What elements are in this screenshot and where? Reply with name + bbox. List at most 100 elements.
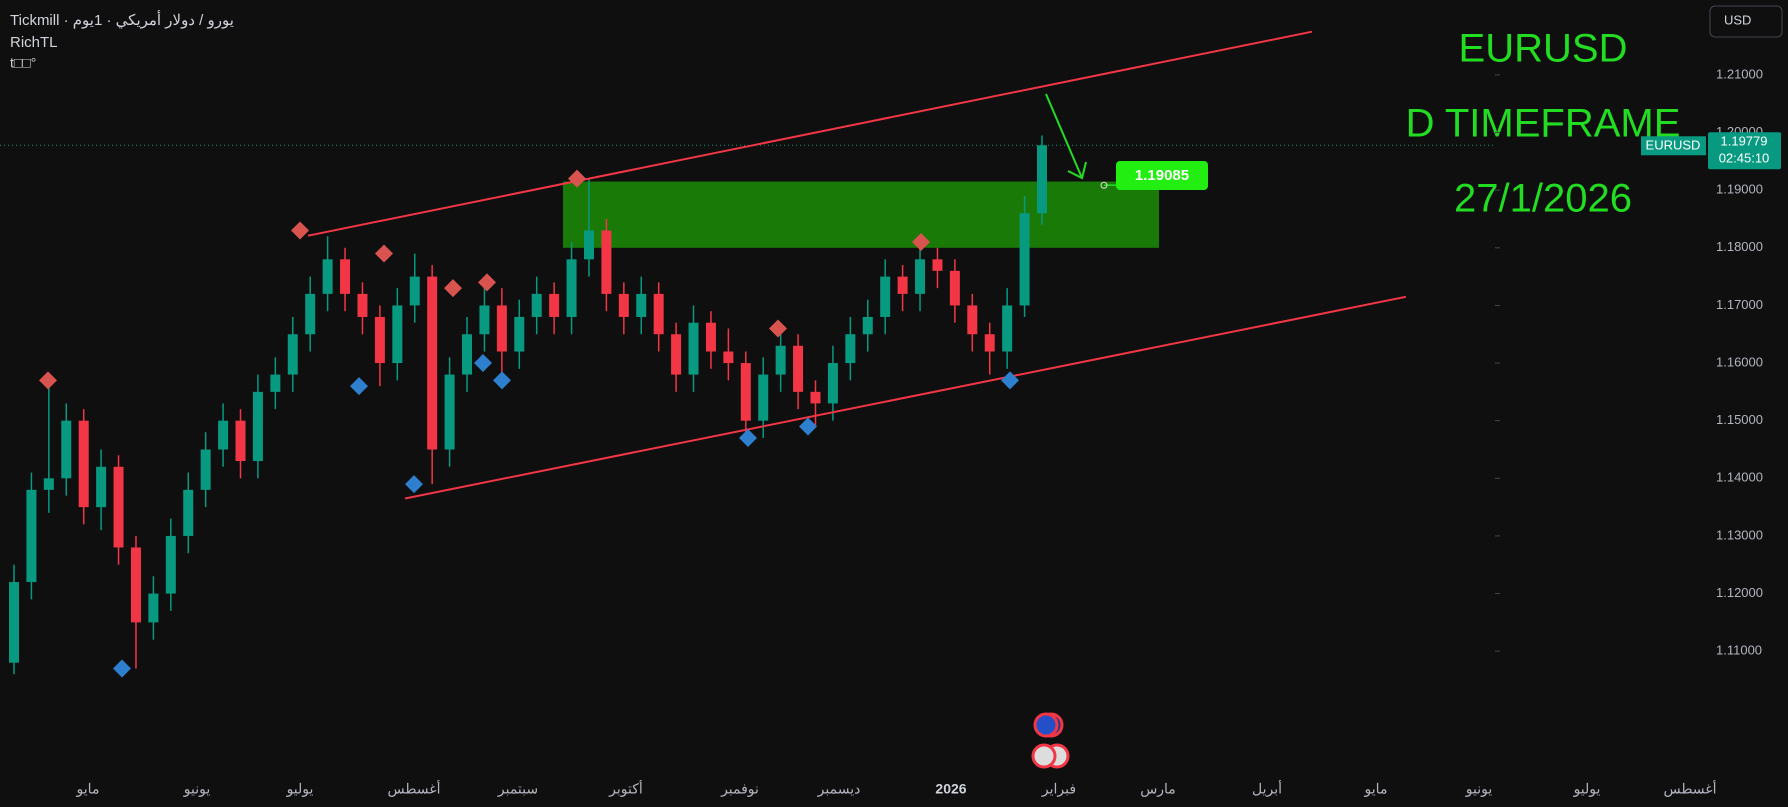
event-icon[interactable]: [1031, 743, 1057, 769]
arrow: [1045, 93, 1087, 180]
x-tick-label: يونيو: [183, 781, 211, 798]
candle-body: [827, 363, 838, 404]
candle-body: [601, 230, 612, 294]
pivot-marker: [291, 221, 309, 240]
candle-body: [723, 351, 734, 364]
price-tag-label: 1.19779: [1721, 134, 1768, 149]
candle-body: [862, 316, 873, 335]
candle-body: [462, 334, 473, 375]
candle-body: [793, 345, 804, 392]
callout-anchor: [1100, 181, 1108, 189]
pivot-marker: [375, 244, 393, 263]
trendline: [404, 295, 1407, 500]
candle-body: [967, 305, 978, 335]
candle-body: [427, 276, 438, 450]
candle-body: [287, 334, 298, 375]
symbol-line: Tickmill · يورو / دولار أمريكي · 1يوم: [10, 10, 234, 29]
candle-body: [148, 593, 159, 623]
x-tick-label: نوفمبر: [720, 781, 759, 798]
annotation: 27/1/2026: [1454, 177, 1632, 221]
candle-body: [688, 322, 699, 375]
candle-body: [235, 420, 246, 462]
symbol-tag: [1641, 136, 1706, 156]
candle-body: [984, 334, 995, 352]
pivot-marker: [739, 428, 757, 447]
pivot-marker: [405, 475, 423, 494]
candle-body: [549, 293, 560, 317]
x-tick-label: يونيو: [1465, 781, 1493, 798]
y-tick-label: 1.11000: [1716, 643, 1762, 658]
candle-body: [305, 293, 316, 335]
y-tick-label: 1.14000: [1716, 470, 1763, 485]
pivot-marker: [474, 354, 492, 373]
candle-body: [531, 293, 542, 317]
indicator-name: RichTL: [10, 34, 58, 51]
x-tick-label: أبريل: [1252, 779, 1282, 798]
candle-body: [897, 276, 908, 294]
candle-body: [340, 259, 351, 294]
candle-body: [479, 305, 490, 335]
pivot-marker: [444, 279, 462, 298]
y-tick-label: 1.19000: [1716, 182, 1763, 197]
candle-body: [740, 363, 751, 421]
candle-body: [252, 391, 263, 462]
candle-body: [636, 293, 647, 317]
candle-body: [583, 230, 594, 260]
annotation: EURUSD: [1459, 27, 1628, 71]
pivot-marker: [1001, 371, 1019, 390]
trendline: [307, 30, 1313, 237]
candle-body: [566, 259, 577, 317]
pivot-marker: [493, 371, 511, 390]
candle-body: [1002, 305, 1013, 352]
candle-body: [322, 259, 333, 294]
y-tick-label: 1.12000: [1716, 585, 1763, 600]
candle-body: [1019, 213, 1030, 306]
x-tick-label: أغسطس: [1663, 779, 1716, 798]
annotation: D TIMEFRAME: [1406, 102, 1681, 146]
y-tick-label: 1.21000: [1716, 66, 1763, 81]
candle-body: [43, 478, 54, 490]
candle-body: [113, 466, 124, 548]
candle-body: [409, 276, 420, 306]
candle-body: [845, 334, 856, 364]
candle-body: [496, 305, 507, 352]
candle-body: [165, 535, 176, 594]
y-tick-label: 1.18000: [1716, 239, 1763, 254]
event-icon[interactable]: [1033, 712, 1059, 738]
pivot-marker: [769, 319, 787, 338]
pivot-marker: [478, 273, 496, 292]
currency-button[interactable]: [1709, 5, 1783, 38]
plot: [0, 30, 1495, 678]
currency-label[interactable]: USD: [1724, 12, 1751, 27]
candle-body: [61, 420, 72, 479]
x-tick-label: 2026: [935, 781, 966, 797]
candle-body: [915, 259, 926, 294]
candle-body: [374, 316, 385, 364]
candle-body: [880, 276, 891, 317]
pivot-marker: [799, 417, 817, 436]
candle-body: [810, 391, 821, 404]
candle-body: [200, 449, 211, 490]
candle-body: [130, 547, 141, 623]
pivot-marker: [912, 233, 930, 252]
x-tick-label: فبراير: [1041, 781, 1076, 798]
x-tick-label: يوليو: [1573, 781, 1601, 798]
candle-body: [949, 270, 960, 306]
candle-body: [444, 374, 455, 450]
candle-body: [9, 582, 19, 663]
callout-label: 1.19085: [1135, 167, 1189, 184]
x-tick-label: مارس: [1140, 781, 1176, 798]
x-tick-label: مايو: [76, 781, 100, 798]
pivot-marker: [113, 659, 131, 678]
y-tick-label: 1.16000: [1716, 354, 1763, 369]
candle-body: [218, 420, 229, 450]
x-tick-label: أكتوبر: [608, 779, 643, 798]
candle-body: [671, 334, 682, 375]
x-tick-label: مايو: [1364, 781, 1388, 798]
candle-body: [96, 466, 107, 508]
candle-body: [758, 374, 769, 421]
pivot-marker: [350, 377, 368, 396]
symbol-tag-label: EURUSD: [1646, 138, 1701, 153]
